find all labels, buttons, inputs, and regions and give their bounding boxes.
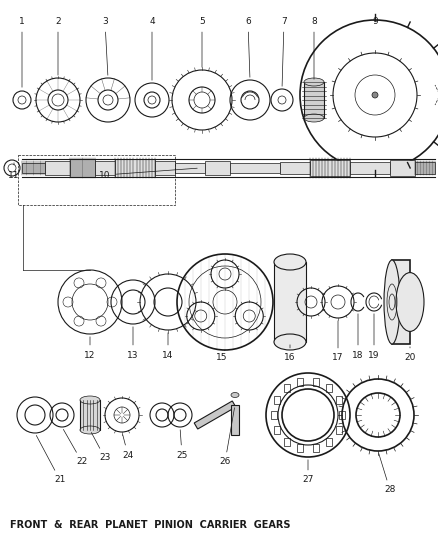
Bar — [313, 378, 318, 386]
Ellipse shape — [274, 334, 306, 350]
Bar — [284, 384, 290, 392]
Polygon shape — [194, 401, 236, 429]
Bar — [274, 262, 306, 342]
Ellipse shape — [384, 260, 400, 344]
Text: 12: 12 — [84, 337, 95, 359]
Text: 9: 9 — [372, 18, 378, 27]
Ellipse shape — [274, 254, 306, 270]
Bar — [280, 162, 310, 174]
Bar — [175, 163, 205, 173]
Bar — [22, 163, 45, 173]
Bar — [310, 160, 350, 176]
Text: 23: 23 — [91, 432, 111, 463]
Text: 3: 3 — [102, 18, 108, 75]
Bar — [230, 163, 280, 173]
Bar — [297, 444, 304, 452]
Bar — [274, 396, 280, 404]
Bar — [45, 161, 70, 175]
Text: 13: 13 — [127, 327, 139, 359]
Text: 24: 24 — [122, 435, 134, 459]
Text: FRONT  &  REAR  PLANET  PINION  CARRIER  GEARS: FRONT & REAR PLANET PINION CARRIER GEARS — [10, 520, 290, 530]
Bar — [392, 260, 410, 344]
Text: 1: 1 — [19, 18, 25, 87]
Bar — [80, 400, 100, 430]
Circle shape — [372, 92, 378, 98]
Text: 7: 7 — [281, 18, 287, 86]
Bar — [115, 159, 155, 177]
Bar — [415, 162, 435, 174]
Bar — [326, 384, 332, 392]
Bar — [297, 378, 304, 386]
Bar — [284, 438, 290, 446]
Bar — [350, 162, 390, 174]
Text: 22: 22 — [64, 430, 88, 466]
Bar — [155, 161, 175, 175]
Bar — [304, 82, 324, 118]
Text: 11: 11 — [8, 163, 20, 180]
Ellipse shape — [80, 396, 100, 404]
Text: 27: 27 — [302, 460, 314, 484]
Text: 4: 4 — [149, 18, 155, 80]
Text: 28: 28 — [379, 454, 396, 495]
Bar — [231, 405, 239, 435]
Text: 16: 16 — [284, 345, 296, 362]
Text: 20: 20 — [404, 347, 416, 362]
Text: 6: 6 — [245, 18, 251, 77]
Text: 17: 17 — [332, 321, 344, 362]
Ellipse shape — [231, 392, 239, 398]
Bar — [70, 159, 95, 177]
Bar — [313, 444, 318, 452]
Bar — [205, 161, 230, 175]
Bar — [271, 411, 277, 419]
Bar — [326, 438, 332, 446]
Text: 25: 25 — [177, 430, 188, 459]
Text: 18: 18 — [352, 314, 364, 359]
Text: 2: 2 — [55, 18, 61, 75]
Bar — [390, 160, 415, 176]
Ellipse shape — [396, 272, 424, 332]
Ellipse shape — [304, 114, 324, 122]
Bar — [274, 426, 280, 434]
Bar — [339, 411, 345, 419]
Bar — [336, 426, 342, 434]
Text: 14: 14 — [162, 333, 174, 359]
Ellipse shape — [80, 426, 100, 434]
Text: 5: 5 — [199, 18, 205, 67]
Bar — [336, 396, 342, 404]
Bar — [95, 161, 115, 175]
Text: 8: 8 — [311, 18, 317, 79]
Ellipse shape — [304, 78, 324, 86]
Text: 21: 21 — [36, 435, 66, 484]
Text: 15: 15 — [216, 350, 228, 362]
Text: 26: 26 — [219, 408, 234, 466]
Text: 19: 19 — [368, 314, 380, 359]
Text: 10: 10 — [99, 168, 197, 180]
